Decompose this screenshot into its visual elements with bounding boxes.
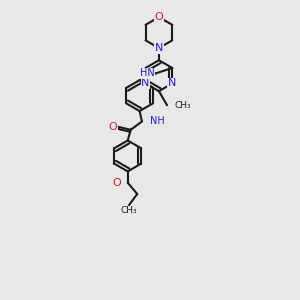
Text: O: O xyxy=(112,178,121,188)
Text: NH: NH xyxy=(150,116,165,126)
Text: CH₃: CH₃ xyxy=(121,206,137,215)
Text: N: N xyxy=(168,78,176,88)
Text: O: O xyxy=(109,122,117,132)
Text: O: O xyxy=(154,12,163,22)
Text: CH₃: CH₃ xyxy=(175,101,191,110)
Text: N: N xyxy=(155,43,163,53)
Text: N: N xyxy=(141,78,150,88)
Text: HN: HN xyxy=(140,68,154,78)
